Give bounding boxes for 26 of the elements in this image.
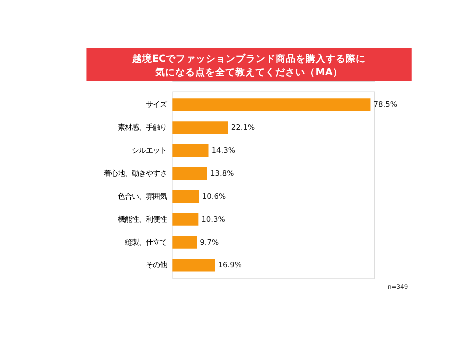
data-label: 16.9% [218, 260, 242, 270]
chart-subtitle: 気になる点を全て教えてください（MA） [154, 66, 343, 78]
bar [172, 236, 198, 249]
bar [172, 259, 216, 272]
data-label: 10.3% [202, 214, 226, 224]
data-label: 78.5% [374, 100, 398, 110]
bar [172, 122, 228, 134]
y-tick-label: シルエット [132, 146, 168, 156]
data-label: 13.8% [210, 168, 234, 178]
data-label: 10.6% [202, 192, 226, 201]
y-tick-label: 素材感、手触り [118, 123, 168, 132]
bar [172, 190, 200, 203]
data-label: 14.3% [212, 146, 236, 156]
chart-title: 越境ECでファッションブランド商品を購入する際に [131, 52, 366, 65]
y-tick-label: 縫製、仕立て [124, 238, 168, 247]
y-tick-label: 機能性、利便性 [118, 214, 168, 224]
bar [172, 167, 208, 180]
y-tick-label: サイズ [146, 100, 168, 110]
y-tick-label: 着心地、動きやすさ [104, 168, 168, 178]
y-tick-label: その他 [146, 260, 168, 270]
data-label: 22.1% [231, 123, 256, 132]
bar [172, 144, 209, 158]
bar [172, 213, 199, 226]
bar [172, 98, 371, 112]
y-tick-label: 色合い、雰囲気 [118, 192, 168, 201]
data-label: 9.7% [200, 238, 220, 247]
